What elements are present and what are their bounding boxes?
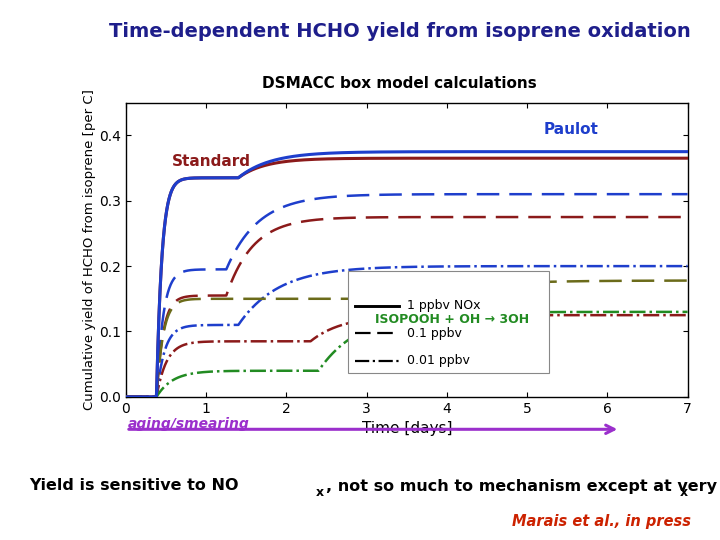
Text: x: x — [680, 486, 688, 499]
FancyBboxPatch shape — [348, 271, 549, 373]
X-axis label: Time [days]: Time [days] — [361, 421, 452, 436]
Text: Marais et al., in press: Marais et al., in press — [512, 514, 691, 529]
Text: Standard: Standard — [172, 154, 251, 170]
Text: x: x — [315, 486, 323, 499]
Text: Yield is sensitive to NO: Yield is sensitive to NO — [29, 478, 238, 494]
Text: 0.1 ppbv: 0.1 ppbv — [407, 327, 462, 340]
Text: aging/smearing: aging/smearing — [128, 417, 250, 431]
Text: DSMACC box model calculations: DSMACC box model calculations — [262, 76, 537, 91]
Text: Time-dependent HCHO yield from isoprene oxidation: Time-dependent HCHO yield from isoprene … — [109, 22, 690, 40]
Text: 1 ppbv NOx: 1 ppbv NOx — [407, 300, 480, 313]
Text: , not so much to mechanism except at very low NO: , not so much to mechanism except at ver… — [326, 478, 720, 494]
Text: Paulot: Paulot — [543, 122, 598, 137]
Text: ISOPOOH + OH → 3OH: ISOPOOH + OH → 3OH — [374, 313, 528, 326]
Text: 0.01 ppbv: 0.01 ppbv — [407, 354, 469, 367]
Y-axis label: Cumulative yield of HCHO from isoprene [per C]: Cumulative yield of HCHO from isoprene [… — [84, 89, 96, 410]
